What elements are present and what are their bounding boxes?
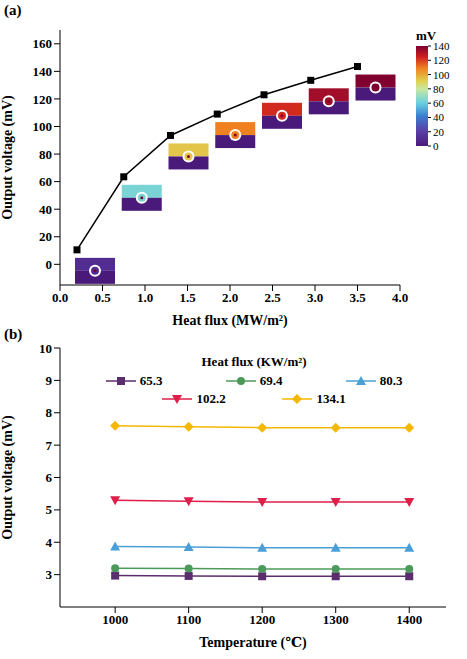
svg-text:Temperature (℃): Temperature (℃)	[199, 635, 307, 651]
html-text:69.4: 69.4	[259, 373, 283, 388]
svg-text:10: 10	[39, 341, 52, 356]
html-text:(a): (a)	[4, 2, 22, 18]
html-text:134.1: 134.1	[316, 391, 346, 406]
svg-text:40: 40	[39, 202, 52, 217]
svg-text:60: 60	[433, 97, 445, 109]
svg-text:60: 60	[39, 174, 52, 189]
svg-text:80: 80	[433, 83, 445, 95]
svg-text:5: 5	[46, 502, 53, 517]
html-text:(b): (b)	[4, 326, 23, 342]
html-text:102.2: 102.2	[196, 391, 226, 406]
svg-text:1.0: 1.0	[137, 290, 153, 305]
svg-text:3: 3	[46, 567, 53, 582]
svg-text:1300: 1300	[323, 612, 349, 627]
svg-text:3.0: 3.0	[307, 290, 323, 305]
html-text:Heat flux (KW/m²): Heat flux (KW/m²)	[201, 354, 307, 369]
svg-text:mV: mV	[416, 28, 437, 43]
svg-text:8: 8	[46, 405, 53, 420]
svg-text:0.5: 0.5	[94, 290, 111, 305]
html-text:80.3: 80.3	[379, 373, 403, 388]
svg-text:Output voltage (mV): Output voltage (mV)	[0, 415, 16, 540]
svg-text:100: 100	[433, 69, 450, 81]
svg-text:1000: 1000	[102, 612, 128, 627]
svg-text:0: 0	[46, 257, 53, 272]
svg-text:9: 9	[46, 373, 53, 388]
svg-text:140: 140	[433, 40, 450, 52]
svg-text:3.5: 3.5	[349, 290, 366, 305]
svg-text:2.5: 2.5	[264, 290, 281, 305]
svg-text:20: 20	[433, 126, 445, 138]
svg-text:0.0: 0.0	[52, 290, 68, 305]
svg-text:120: 120	[433, 54, 450, 66]
svg-text:6: 6	[46, 470, 53, 485]
svg-text:160: 160	[33, 36, 53, 51]
svg-text:Heat flux (MW/m²): Heat flux (MW/m²)	[172, 313, 288, 329]
svg-text:120: 120	[33, 92, 53, 107]
svg-text:4: 4	[46, 535, 53, 550]
svg-text:1100: 1100	[176, 612, 201, 627]
svg-text:Output voltage (mV): Output voltage (mV)	[0, 95, 16, 220]
svg-text:140: 140	[33, 64, 53, 79]
svg-text:80: 80	[39, 147, 52, 162]
svg-text:1400: 1400	[396, 612, 422, 627]
svg-text:100: 100	[33, 119, 53, 134]
svg-text:4.0: 4.0	[392, 290, 408, 305]
svg-text:2.0: 2.0	[222, 290, 238, 305]
svg-text:1.5: 1.5	[179, 290, 196, 305]
html-text:65.3: 65.3	[139, 373, 163, 388]
svg-text:7: 7	[46, 438, 53, 453]
svg-text:40: 40	[433, 111, 445, 123]
svg-text:20: 20	[39, 229, 52, 244]
svg-text:1200: 1200	[249, 612, 275, 627]
svg-text:0: 0	[433, 140, 439, 152]
